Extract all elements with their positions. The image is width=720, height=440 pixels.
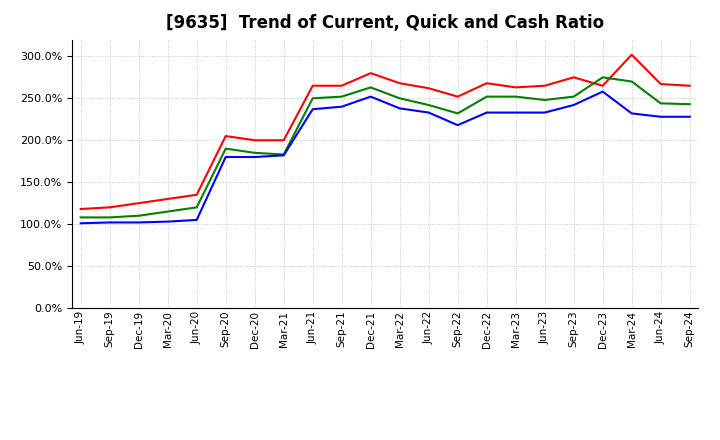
Quick Ratio xyxy=(279,152,288,157)
Quick Ratio xyxy=(251,150,259,155)
Cash Ratio xyxy=(221,154,230,160)
Quick Ratio xyxy=(454,111,462,116)
Current Ratio xyxy=(366,70,375,76)
Cash Ratio xyxy=(76,220,85,226)
Cash Ratio xyxy=(657,114,665,119)
Current Ratio xyxy=(627,52,636,57)
Cash Ratio xyxy=(598,89,607,94)
Current Ratio xyxy=(338,83,346,88)
Current Ratio xyxy=(454,94,462,99)
Cash Ratio xyxy=(279,153,288,158)
Quick Ratio xyxy=(511,94,520,99)
Current Ratio xyxy=(251,138,259,143)
Cash Ratio xyxy=(627,111,636,116)
Cash Ratio xyxy=(395,106,404,111)
Cash Ratio xyxy=(570,103,578,108)
Cash Ratio xyxy=(308,106,317,112)
Quick Ratio xyxy=(657,101,665,106)
Current Ratio xyxy=(135,201,143,206)
Current Ratio xyxy=(105,205,114,210)
Quick Ratio xyxy=(570,94,578,99)
Title: [9635]  Trend of Current, Quick and Cash Ratio: [9635] Trend of Current, Quick and Cash … xyxy=(166,15,604,33)
Cash Ratio xyxy=(163,219,172,224)
Quick Ratio xyxy=(627,79,636,84)
Quick Ratio xyxy=(338,94,346,99)
Cash Ratio xyxy=(511,110,520,115)
Quick Ratio xyxy=(135,213,143,218)
Cash Ratio xyxy=(685,114,694,119)
Quick Ratio xyxy=(541,97,549,103)
Current Ratio xyxy=(657,81,665,87)
Quick Ratio xyxy=(163,209,172,214)
Quick Ratio xyxy=(424,103,433,108)
Line: Cash Ratio: Cash Ratio xyxy=(81,92,690,223)
Quick Ratio xyxy=(598,75,607,80)
Current Ratio xyxy=(395,81,404,86)
Cash Ratio xyxy=(105,220,114,225)
Current Ratio xyxy=(541,83,549,88)
Line: Quick Ratio: Quick Ratio xyxy=(81,77,690,217)
Cash Ratio xyxy=(338,104,346,109)
Current Ratio xyxy=(482,81,491,86)
Cash Ratio xyxy=(251,154,259,160)
Cash Ratio xyxy=(454,122,462,128)
Quick Ratio xyxy=(366,85,375,90)
Quick Ratio xyxy=(395,95,404,101)
Cash Ratio xyxy=(541,110,549,115)
Quick Ratio xyxy=(221,146,230,151)
Current Ratio xyxy=(511,85,520,90)
Quick Ratio xyxy=(308,95,317,101)
Cash Ratio xyxy=(192,217,201,223)
Current Ratio xyxy=(163,196,172,202)
Current Ratio xyxy=(685,83,694,88)
Quick Ratio xyxy=(105,215,114,220)
Quick Ratio xyxy=(482,94,491,99)
Current Ratio xyxy=(308,83,317,88)
Cash Ratio xyxy=(424,110,433,115)
Current Ratio xyxy=(192,192,201,198)
Cash Ratio xyxy=(366,94,375,99)
Cash Ratio xyxy=(135,220,143,225)
Current Ratio xyxy=(76,206,85,212)
Current Ratio xyxy=(570,75,578,80)
Current Ratio xyxy=(279,138,288,143)
Current Ratio xyxy=(221,133,230,139)
Quick Ratio xyxy=(76,215,85,220)
Quick Ratio xyxy=(685,102,694,107)
Current Ratio xyxy=(598,83,607,88)
Line: Current Ratio: Current Ratio xyxy=(81,55,690,209)
Quick Ratio xyxy=(192,205,201,210)
Current Ratio xyxy=(424,86,433,91)
Cash Ratio xyxy=(482,110,491,115)
